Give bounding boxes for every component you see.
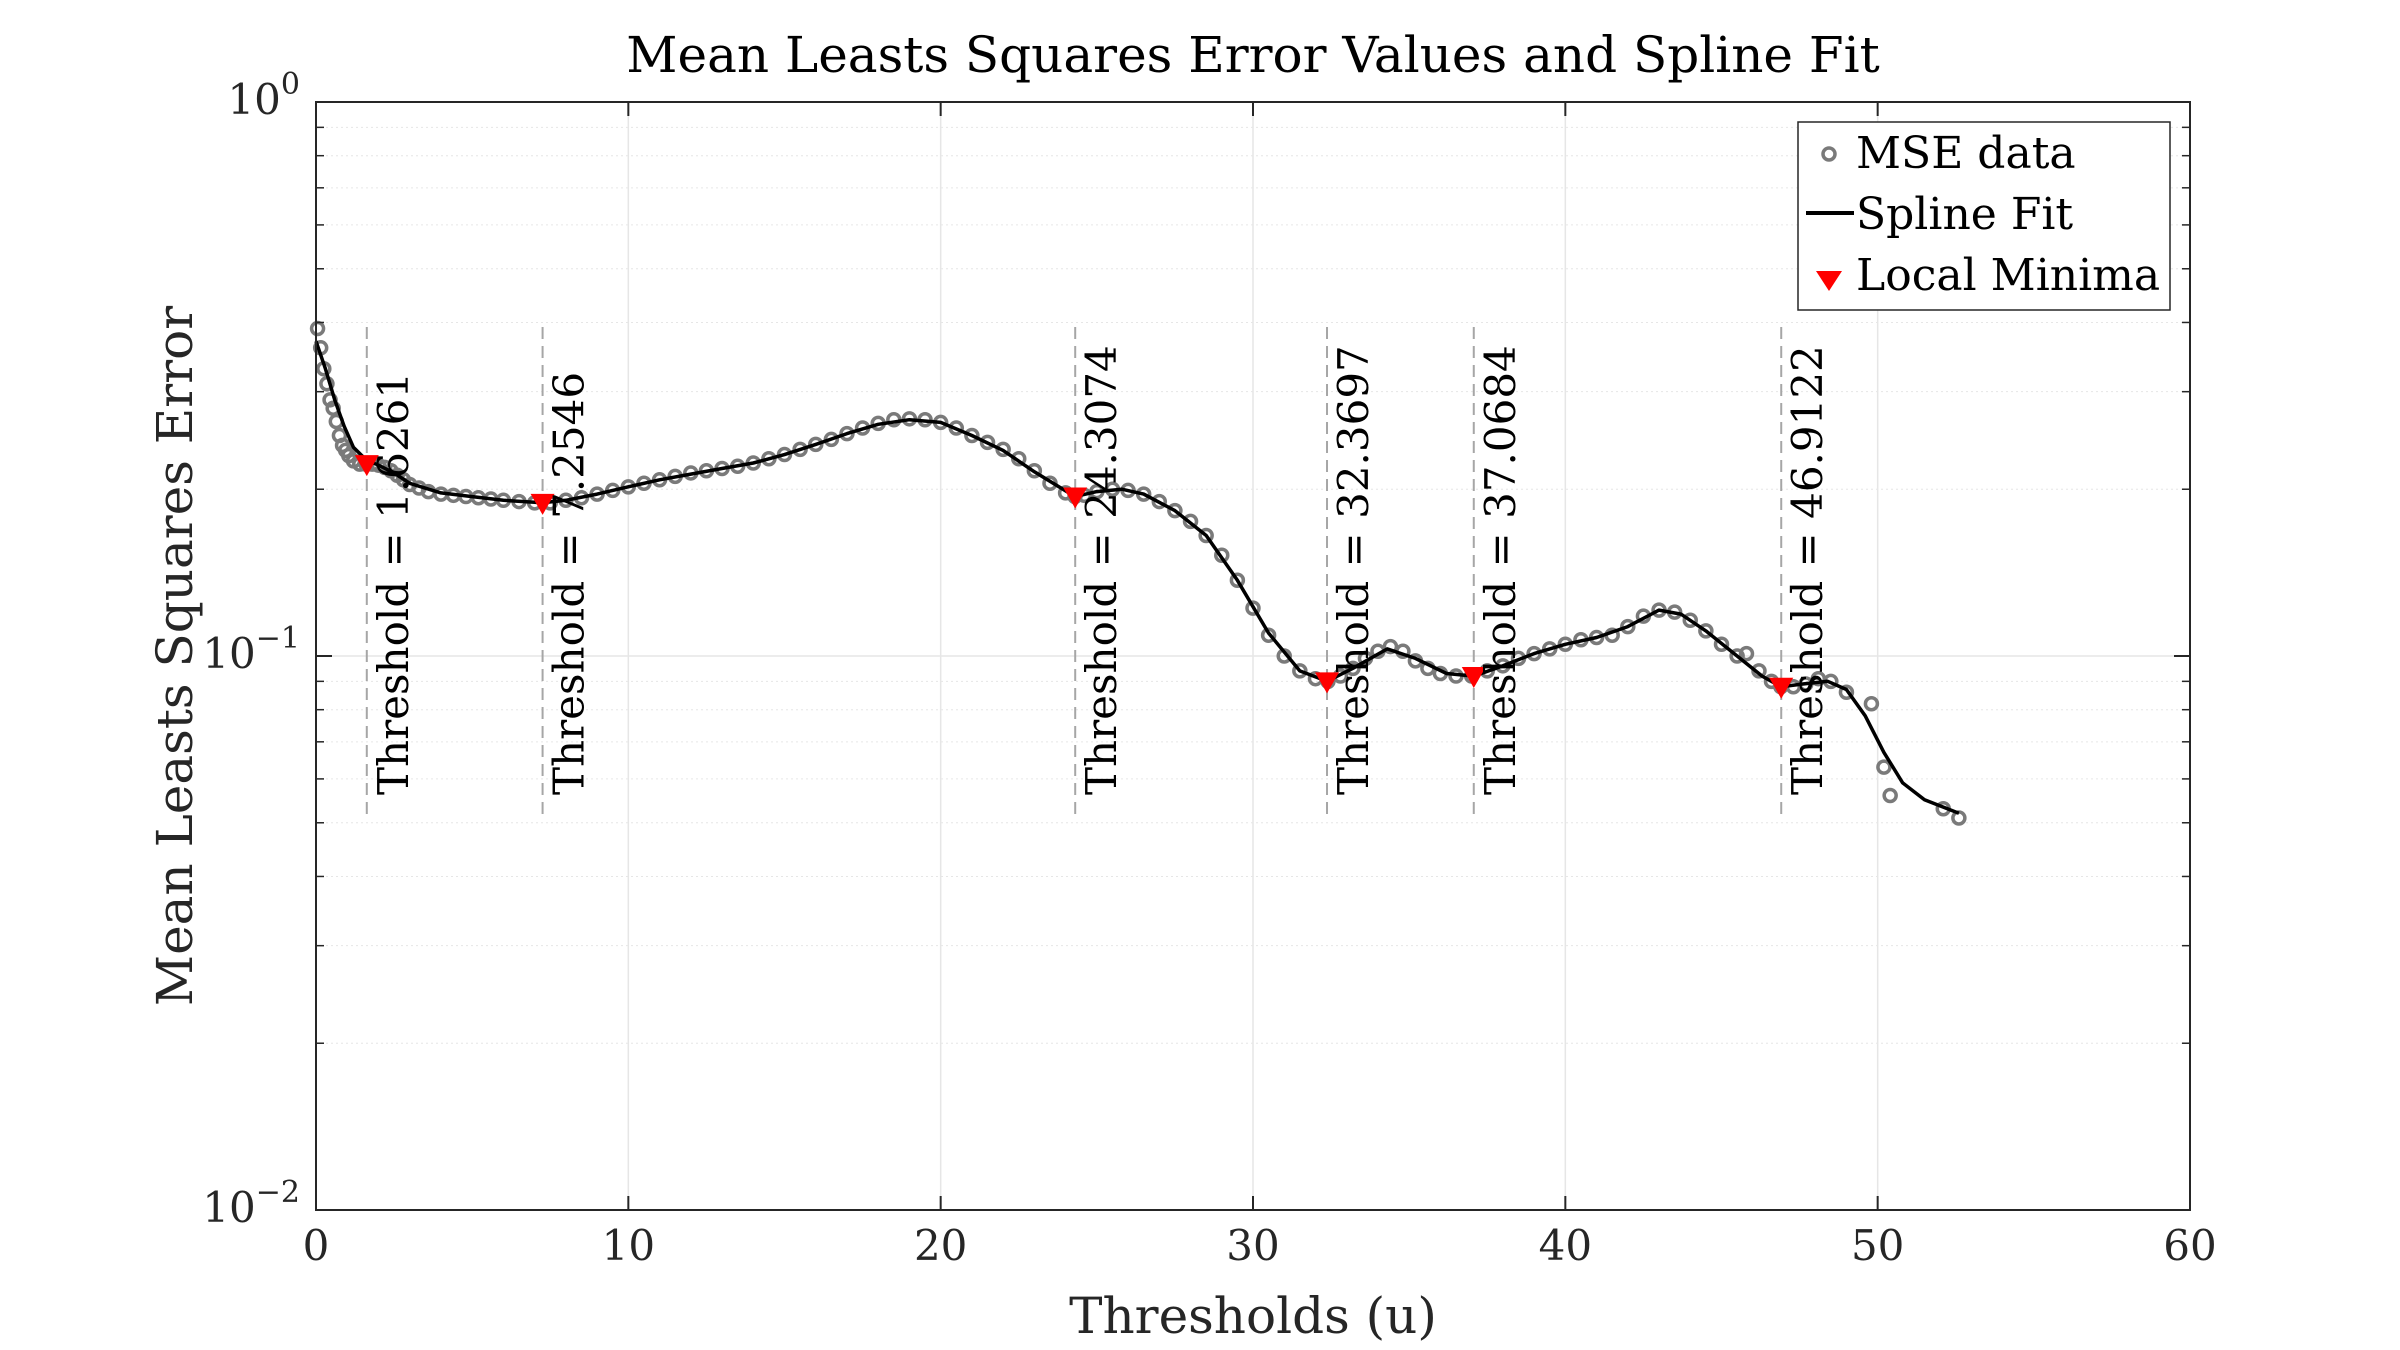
legend-spline-label: Spline Fit — [1856, 189, 2073, 240]
mse-data-point — [1620, 618, 1636, 635]
y-tick-label: 10−2 — [202, 1175, 300, 1232]
local-minimum-marker — [530, 493, 555, 515]
mse-data-point — [1260, 627, 1277, 644]
mse-data-point — [1698, 623, 1714, 639]
mse-data-point — [1151, 493, 1168, 510]
mse-data-point — [1863, 695, 1880, 712]
legend-box — [1797, 121, 2171, 311]
threshold-label: Threshold = 37.0684 — [1476, 345, 1525, 795]
mse-data-point — [1382, 638, 1399, 655]
mse-data-point — [1245, 600, 1261, 616]
mse-data-point — [1682, 612, 1699, 629]
mse-data-point — [1738, 645, 1755, 662]
mse-data-point — [1838, 684, 1855, 701]
mse-data-point — [1495, 658, 1511, 674]
x-tick-label: 0 — [303, 1221, 330, 1270]
mse-data-point — [1198, 527, 1214, 544]
threshold-label: Threshold = 1.6261 — [369, 372, 418, 795]
chart-title: Mean Leasts Squares Error Values and Spl… — [626, 26, 1879, 84]
local-minimum-marker — [354, 455, 379, 477]
y-axis-label: Mean Leasts Squares Error — [146, 306, 204, 1006]
local-minimum-marker — [1315, 672, 1340, 694]
legend-minima-label: Local Minima — [1856, 250, 2160, 301]
mse-data-point — [1292, 663, 1308, 679]
x-tick-label: 40 — [1539, 1221, 1592, 1270]
threshold-labels: Threshold = 1.6261 Threshold = 7.2546 Thre… — [369, 345, 1832, 795]
threshold-lines — [365, 327, 1783, 820]
threshold-label: Threshold = 46.9122 — [1783, 345, 1832, 795]
mse-data-point — [979, 434, 996, 451]
mse-data-point — [1729, 648, 1745, 664]
threshold-label: Threshold = 24.3074 — [1077, 345, 1126, 795]
legend-minima-marker — [1816, 271, 1842, 291]
y-tick-base: 10 — [202, 629, 255, 678]
y-tick-label: 10−1 — [202, 621, 300, 678]
x-tick-label: 20 — [914, 1221, 967, 1270]
legend-mse-marker — [1821, 146, 1837, 162]
threshold-label: Threshold = 32.3697 — [1329, 345, 1378, 795]
y-tick-base: 10 — [202, 1183, 255, 1232]
local-minima-markers — [354, 455, 1794, 699]
x-tick-label: 50 — [1851, 1221, 1904, 1270]
y-tick-exponent: −1 — [256, 621, 300, 656]
x-axis-label: Thresholds (u) — [1069, 1287, 1437, 1345]
mse-data-point — [1345, 660, 1361, 677]
legend: MSE data Spline Fit Local Minima — [1797, 121, 2171, 311]
mse-data-point — [1882, 787, 1898, 804]
x-tick-label: 30 — [1226, 1221, 1279, 1270]
local-minimum-marker — [1461, 667, 1486, 689]
mse-data-point — [1026, 462, 1043, 479]
mse-data-point — [792, 441, 808, 458]
y-tick-label: 100 — [227, 67, 300, 124]
local-minimum-marker — [1769, 677, 1794, 699]
mse-data-point — [807, 436, 824, 453]
legend-mse-label: MSE data — [1856, 128, 2076, 179]
spline-fit-line — [314, 340, 1960, 815]
local-minimum-marker — [1063, 487, 1088, 509]
mse-data-point — [1182, 513, 1199, 530]
mse-data-point — [1167, 502, 1183, 519]
x-tick-label: 10 — [602, 1221, 655, 1270]
mse-data-point — [1214, 547, 1230, 564]
mse-data-point — [964, 427, 980, 444]
y-tick-exponent: −2 — [256, 1175, 300, 1210]
y-tick-base: 10 — [227, 75, 280, 124]
mse-data-point — [1713, 636, 1730, 653]
y-tick-exponent: 0 — [281, 67, 300, 102]
x-tick-label: 60 — [2163, 1221, 2216, 1270]
mse-data-point — [1876, 759, 1892, 775]
threshold-label: Threshold = 7.2546 — [545, 372, 594, 795]
mse-data-point — [1229, 572, 1246, 589]
